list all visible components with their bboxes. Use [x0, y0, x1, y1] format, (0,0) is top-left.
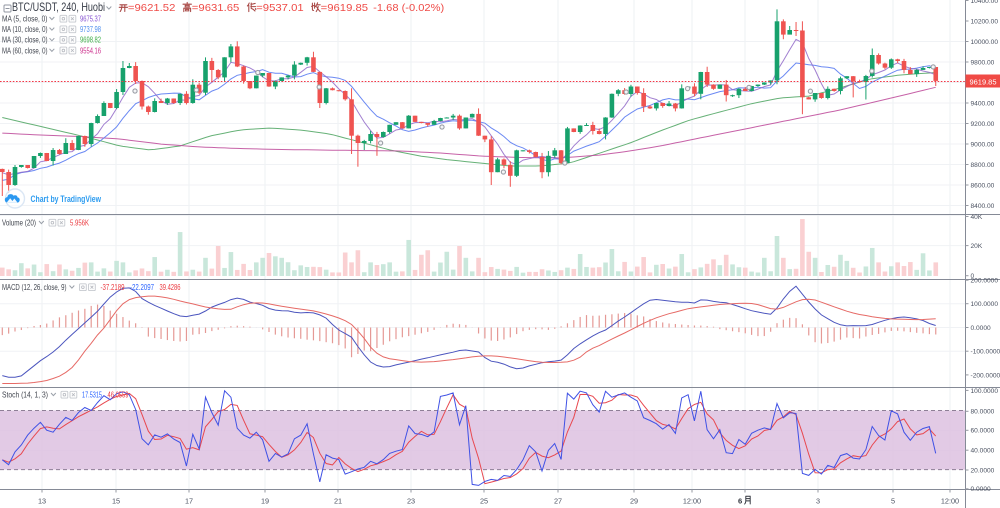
svg-text:6: 6 [738, 497, 742, 506]
svg-text:39.4286: 39.4286 [160, 283, 181, 292]
svg-text:10000.00: 10000.00 [971, 39, 999, 46]
svg-text:MA (30, close, 0): MA (30, close, 0) [2, 36, 48, 45]
svg-text:=9631.65: =9631.65 [192, 3, 240, 14]
svg-text:10200.00: 10200.00 [971, 18, 999, 25]
svg-text:27: 27 [554, 497, 562, 506]
svg-text:21: 21 [334, 497, 342, 506]
svg-text:5: 5 [891, 497, 895, 506]
svg-text:MA (5, close, 0): MA (5, close, 0) [2, 15, 48, 24]
svg-text:100.0000: 100.0000 [971, 301, 999, 308]
svg-text:23: 23 [407, 497, 415, 506]
svg-text:9698.82: 9698.82 [80, 36, 101, 45]
svg-text:=9537.01: =9537.01 [256, 3, 304, 14]
svg-text:17: 17 [185, 497, 193, 506]
svg-text:200.0000: 200.0000 [971, 278, 999, 285]
svg-text:25: 25 [480, 497, 488, 506]
svg-text:9800.00: 9800.00 [971, 59, 995, 66]
svg-text:15: 15 [112, 497, 120, 506]
svg-text:9737.98: 9737.98 [80, 25, 101, 34]
svg-text:0: 0 [971, 273, 975, 280]
svg-text:8600.00: 8600.00 [971, 182, 995, 189]
svg-text:40.0000: 40.0000 [971, 448, 995, 455]
svg-text:17.5315: 17.5315 [82, 391, 102, 400]
svg-text:5.956K: 5.956K [70, 219, 90, 228]
svg-text:12:00: 12:00 [683, 497, 701, 506]
svg-text:9554.16: 9554.16 [80, 46, 101, 55]
svg-text:100.0000: 100.0000 [971, 388, 999, 395]
svg-text:60.0000: 60.0000 [971, 428, 995, 435]
svg-text:80.0000: 80.0000 [971, 409, 995, 416]
svg-text:MA (60, close, 0): MA (60, close, 0) [2, 46, 48, 55]
svg-text:9675.37: 9675.37 [80, 15, 101, 24]
svg-text:20K: 20K [971, 243, 983, 250]
svg-text:29: 29 [630, 497, 638, 506]
svg-text:Volume (20): Volume (20) [2, 219, 36, 228]
svg-text:12:00: 12:00 [941, 497, 959, 506]
svg-text:9619.85: 9619.85 [970, 78, 997, 87]
svg-text:8800.00: 8800.00 [971, 162, 995, 169]
svg-text:3: 3 [816, 497, 820, 506]
svg-text:=9621.52: =9621.52 [128, 3, 176, 14]
svg-text:MA (10, close, 0): MA (10, close, 0) [2, 25, 48, 34]
svg-text:Chart by TradingView: Chart by TradingView [31, 194, 102, 204]
svg-text:MACD (12, 26, close, 9): MACD (12, 26, close, 9) [2, 283, 67, 292]
svg-text:20.0000: 20.0000 [971, 467, 995, 474]
svg-text:46.0559: 46.0559 [108, 391, 129, 400]
svg-text:0.0000: 0.0000 [971, 486, 992, 493]
svg-text:0.0000: 0.0000 [971, 325, 992, 332]
svg-text:19: 19 [261, 497, 269, 506]
svg-text:-200.0000: -200.0000 [971, 372, 1000, 379]
svg-text:=9619.85: =9619.85 [321, 3, 369, 14]
svg-text:-37.2189: -37.2189 [101, 283, 125, 292]
svg-text:8400.00: 8400.00 [971, 203, 995, 210]
svg-text:-22.2097: -22.2097 [130, 283, 154, 292]
svg-text:Stoch (14, 1, 3): Stoch (14, 1, 3) [2, 391, 48, 400]
svg-text:9400.00: 9400.00 [971, 100, 995, 107]
svg-text:9200.00: 9200.00 [971, 121, 995, 128]
svg-text:-1.68 (-0.02%): -1.68 (-0.02%) [373, 3, 444, 14]
svg-text:BTC/USDT, 240, Huobi: BTC/USDT, 240, Huobi [12, 0, 105, 14]
svg-text:-100.0000: -100.0000 [971, 349, 1000, 356]
svg-text:40K: 40K [971, 214, 983, 221]
svg-text:10400.00: 10400.00 [971, 0, 999, 5]
svg-text:9000.00: 9000.00 [971, 141, 995, 148]
svg-text:13: 13 [38, 497, 46, 506]
